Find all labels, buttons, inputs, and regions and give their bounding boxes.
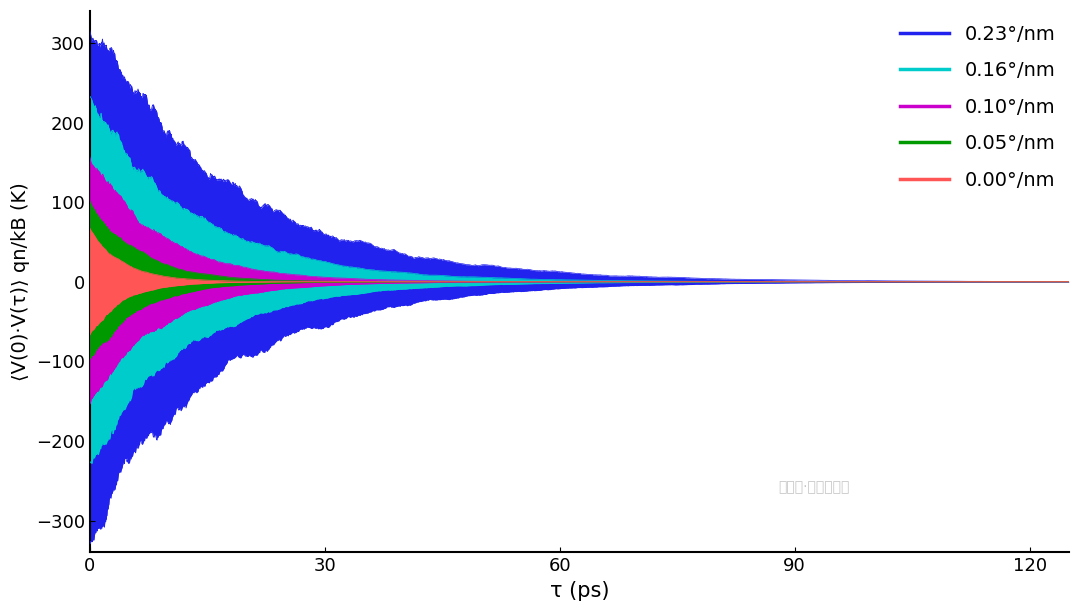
Y-axis label: ⟨V(0)·V(τ)⟩ qn/kB (K): ⟨V(0)·V(τ)⟩ qn/kB (K) (11, 182, 30, 381)
Legend: 0.23°/nm, 0.16°/nm, 0.10°/nm, 0.05°/nm, 0.00°/nm: 0.23°/nm, 0.16°/nm, 0.10°/nm, 0.05°/nm, … (892, 17, 1063, 198)
X-axis label: τ (ps): τ (ps) (550, 581, 609, 601)
Text: 公众号·石墨烯研究: 公众号·石墨烯研究 (779, 480, 850, 494)
